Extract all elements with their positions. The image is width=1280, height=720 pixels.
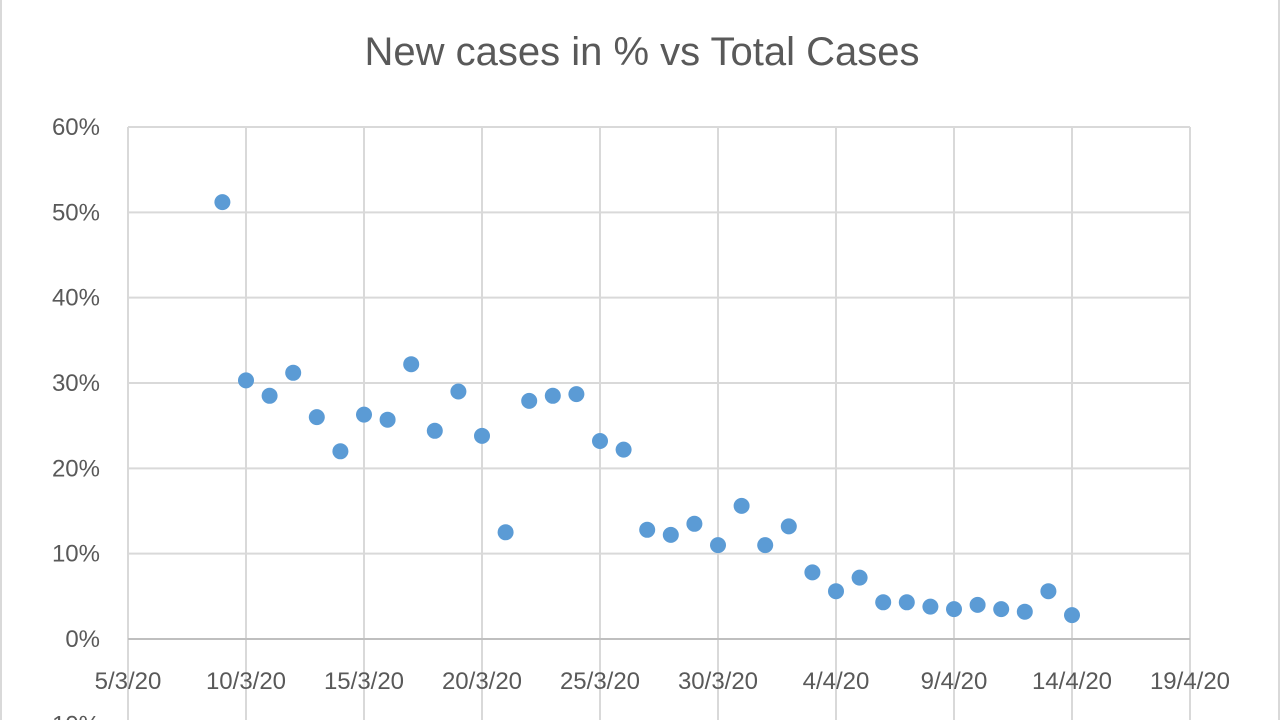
data-point: [686, 515, 703, 532]
tick-labels: 60% 50% 40% 30% 20% 10% 0% -10% 5/3/20 10/3/20 15/…: [44, 114, 1230, 720]
data-point: [757, 537, 774, 554]
x-tick-label: 4/4/20: [803, 668, 870, 695]
chart-title: New cases in % vs Total Cases: [364, 30, 920, 74]
data-point: [804, 564, 821, 581]
data-point: [875, 594, 892, 611]
data-point: [1064, 607, 1080, 624]
y-tick-label: 20%: [52, 455, 100, 482]
data-point: [639, 521, 656, 538]
data-point: [993, 601, 1010, 618]
data-point: [592, 433, 608, 449]
data-point: [403, 356, 420, 373]
data-point: [544, 387, 561, 404]
data-point: [238, 372, 254, 389]
x-tick-label: 19/4/20: [1150, 668, 1230, 695]
x-tick-label: 5/3/20: [95, 668, 162, 695]
data-point: [356, 406, 372, 423]
data-point: [780, 518, 797, 535]
data-point: [308, 409, 325, 426]
data-point: [615, 441, 632, 458]
data-point: [379, 411, 396, 428]
x-tick-label: 9/4/20: [921, 668, 988, 695]
data-point: [426, 422, 443, 439]
data-point: [261, 387, 278, 404]
y-tick-label: 60%: [52, 114, 100, 141]
data-point: [214, 194, 231, 211]
x-tick-label: 30/3/20: [678, 668, 758, 695]
gridlines: [127, 126, 1191, 720]
data-point: [898, 594, 915, 611]
data-point: [710, 537, 726, 554]
x-tick-label: 10/3/20: [206, 668, 286, 695]
data-point: [922, 598, 939, 615]
y-tick-label: 10%: [52, 541, 100, 568]
data-point: [1016, 603, 1033, 620]
data-points: [214, 194, 1080, 624]
y-tick-label: 0%: [65, 626, 100, 653]
y-tick-label: 30%: [52, 370, 100, 397]
data-point: [1040, 583, 1057, 600]
data-point: [662, 526, 679, 543]
data-point: [851, 569, 868, 586]
data-point: [450, 383, 467, 400]
data-point: [332, 443, 349, 460]
y-tick-label: 50%: [52, 199, 100, 226]
x-tick-label: 25/3/20: [560, 668, 640, 695]
data-point: [474, 427, 490, 444]
x-tick-label: 14/4/20: [1032, 668, 1112, 695]
y-tick-label: -10%: [44, 711, 100, 720]
data-point: [828, 583, 844, 600]
data-point: [521, 392, 538, 409]
data-point: [946, 601, 962, 618]
data-point: [568, 386, 585, 403]
data-point: [497, 524, 514, 541]
data-point: [733, 497, 750, 514]
data-point: [969, 596, 986, 613]
data-point: [285, 364, 302, 381]
y-tick-label: 40%: [52, 285, 100, 312]
x-tick-label: 20/3/20: [442, 668, 522, 695]
x-tick-label: 15/3/20: [324, 668, 404, 695]
